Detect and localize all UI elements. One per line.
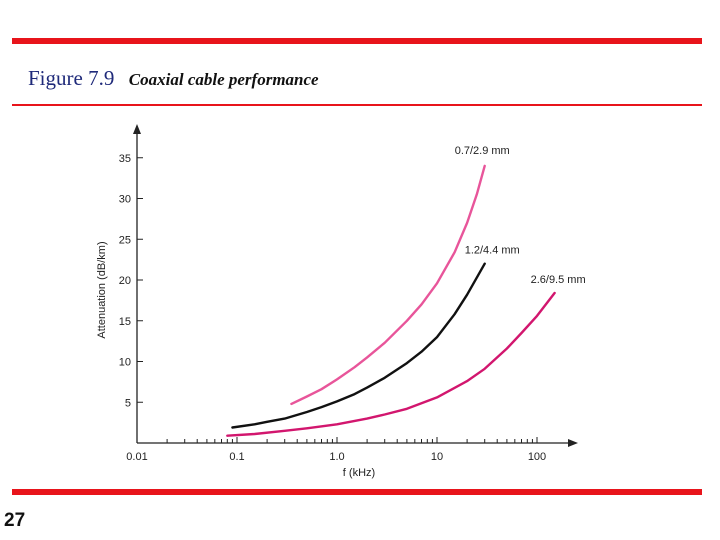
figure-caption: Coaxial cable performance <box>128 70 319 89</box>
x-tick-label: 0.01 <box>126 451 147 463</box>
series-line-2 <box>226 291 556 437</box>
page-number: 27 <box>4 510 26 531</box>
y-tick-label: 10 <box>119 357 131 369</box>
y-axis-title: Attenuation (dB/km) <box>96 241 108 338</box>
y-tick-label: 5 <box>125 397 131 409</box>
x-axis-arrow <box>568 439 578 447</box>
bottom-accent-bar <box>12 489 702 495</box>
y-axis-arrow <box>133 124 141 134</box>
series-label: 2.6/9.5 mm <box>531 274 586 286</box>
figure-number: Figure 7.9 <box>28 66 115 90</box>
y-tick-label: 25 <box>119 234 131 246</box>
y-tick-label: 35 <box>119 153 131 165</box>
x-axis-title: f (kHz) <box>343 467 375 479</box>
series-label: 0.7/2.9 mm <box>455 145 510 157</box>
top-accent-bar <box>12 38 702 44</box>
y-tick-label: 30 <box>119 194 131 206</box>
y-tick-label: 15 <box>119 316 131 328</box>
x-tick-label: 10 <box>431 451 443 463</box>
series-label: 1.2/4.4 mm <box>465 245 520 257</box>
chart-axes: 5 10 15 20 25 30 35 0.01 0.1 1.0 10 100 <box>119 124 578 463</box>
x-tick-label: 0.1 <box>229 451 244 463</box>
title-underline <box>12 104 702 106</box>
x-tick-label: 100 <box>528 451 546 463</box>
x-tick-label: 1.0 <box>329 451 344 463</box>
chart-labels: f (kHz) Attenuation (dB/km) 0.7/2.9 mm 1.2/… <box>96 145 586 479</box>
y-tick-label: 20 <box>119 275 131 287</box>
chart-series <box>226 164 556 437</box>
series-line-1 <box>231 262 486 429</box>
slide-title: Figure 7.9 Coaxial cable performance <box>28 66 319 91</box>
series-line-0 <box>290 164 486 406</box>
